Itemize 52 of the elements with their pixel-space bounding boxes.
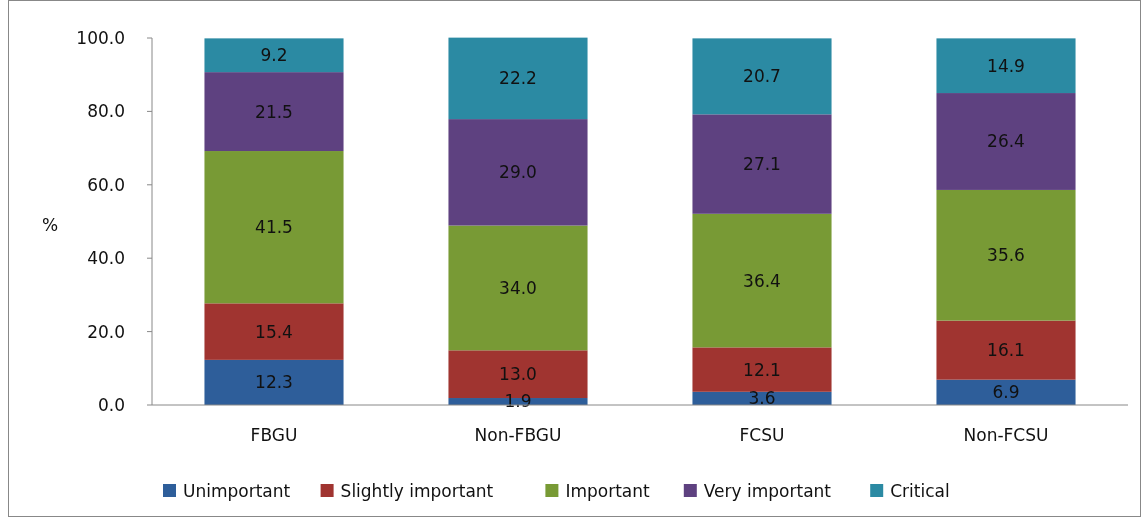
data-label: 12.1	[743, 359, 781, 380]
y-tick-label: 20.0	[87, 321, 125, 342]
y-tick-label: 80.0	[87, 101, 125, 122]
bar	[204, 303, 344, 360]
y-tick-label: 100.0	[76, 27, 125, 48]
data-label: 20.7	[743, 66, 781, 87]
data-label: 21.5	[255, 101, 293, 122]
x-tick-label: FCSU	[739, 425, 785, 445]
y-tick-label: 60.0	[87, 174, 125, 195]
data-label: 12.3	[255, 372, 293, 393]
bar	[204, 151, 344, 304]
legend-label: Important	[565, 480, 651, 501]
bar	[692, 347, 832, 392]
x-tick-label: FBGU	[250, 425, 298, 445]
data-label: 35.6	[987, 245, 1025, 266]
data-label: 9.2	[260, 45, 288, 66]
bar	[692, 114, 832, 214]
legend-label: Slightly important	[340, 480, 494, 501]
bar	[692, 213, 832, 348]
data-label: 41.5	[255, 217, 293, 238]
legend-label: Very important	[703, 480, 832, 501]
bar	[936, 189, 1076, 321]
data-label: 16.1	[987, 340, 1025, 361]
x-tick-label: Non-FBGU	[474, 425, 562, 445]
legend-label: Unimportant	[183, 480, 291, 501]
bar	[692, 38, 832, 115]
bar	[936, 320, 1076, 380]
y-tick-label: 0.0	[97, 394, 125, 415]
data-label: 22.2	[499, 68, 537, 89]
data-label: 36.4	[743, 270, 781, 291]
bar	[448, 119, 588, 226]
legend-label: Critical	[890, 480, 950, 501]
y-tick-label: 40.0	[87, 248, 125, 269]
y-axis-title: %	[41, 214, 59, 235]
data-label: 14.9	[987, 55, 1025, 76]
data-label: 26.4	[987, 131, 1025, 152]
bar	[204, 72, 344, 152]
bar	[204, 38, 344, 73]
bar	[204, 359, 344, 405]
data-label: 29.0	[499, 162, 537, 183]
bar	[936, 379, 1076, 405]
data-label: 27.1	[743, 154, 781, 175]
data-label: 15.4	[255, 321, 293, 342]
data-label: 34.0	[499, 277, 537, 298]
data-label: 13.0	[499, 364, 537, 385]
bar	[448, 37, 588, 120]
bar	[936, 38, 1076, 94]
x-tick-label: Non-FCSU	[963, 425, 1049, 445]
bar	[936, 93, 1076, 190]
data-label: 6.9	[992, 382, 1020, 403]
bar	[448, 225, 588, 351]
data-label: 3.6	[748, 388, 776, 409]
